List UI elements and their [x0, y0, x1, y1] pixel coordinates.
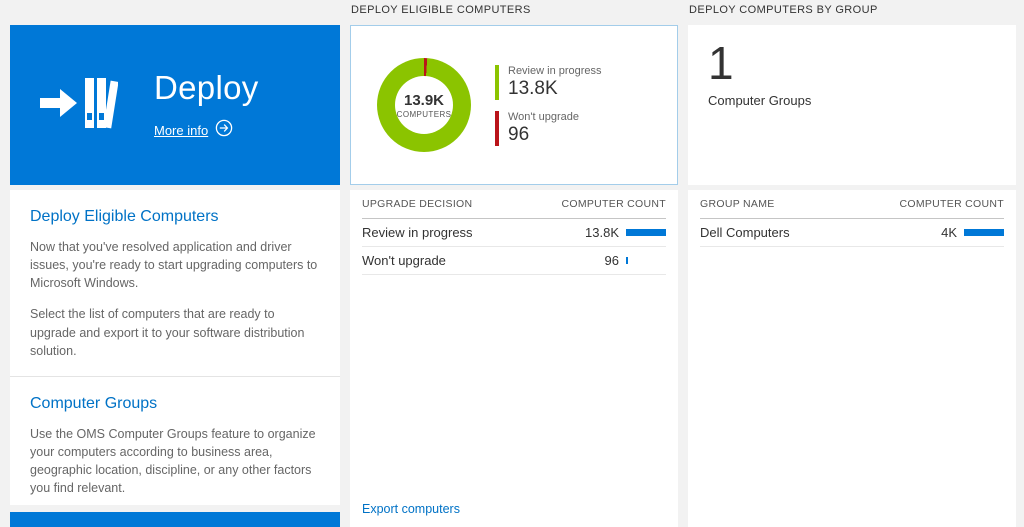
left-column: Deploy More info Deploy Eligible Compute… [10, 0, 340, 527]
row-value: 96 [604, 253, 619, 268]
table-header-row: UPGRADE DECISION COMPUTER COUNT [362, 190, 666, 219]
table-row[interactable]: Won't upgrade 96 [362, 247, 666, 275]
row-value: 4K [941, 225, 957, 240]
column-header-upgrade-decision: UPGRADE DECISION [362, 198, 473, 210]
donut-center-value: 13.9K [403, 91, 445, 109]
donut-center: 13.9K COMPUTERS [395, 76, 453, 134]
column-header-computer-count: COMPUTER COUNT [561, 198, 666, 210]
computer-groups-count: 1 [708, 37, 734, 89]
arrow-right-circle-icon [215, 119, 233, 142]
legend-label: Review in progress [508, 64, 602, 77]
export-computers-link[interactable]: Export computers [362, 502, 460, 516]
computer-groups-count-label: Computer Groups [708, 93, 812, 109]
more-info-link[interactable]: More info [154, 119, 233, 142]
deploy-tile-text: Deploy More info [154, 69, 259, 142]
deploy-eligible-computers-column: DEPLOY ELIGIBLE COMPUTERS 13.9K COMPUTER… [350, 0, 678, 527]
column-header-group-name: GROUP NAME [700, 198, 775, 210]
section-paragraph: Now that you've resolved application and… [30, 240, 318, 291]
table-row[interactable]: Review in progress 13.8K [362, 219, 666, 247]
column-header-deploy-eligible-computers: DEPLOY ELIGIBLE COMPUTERS [351, 4, 531, 16]
more-info-label: More info [154, 122, 209, 138]
row-bar-container [626, 257, 666, 264]
deploy-tile-title: Deploy [154, 68, 259, 106]
count-bar [964, 229, 1004, 236]
deploy-tile[interactable]: Deploy More info [10, 25, 340, 185]
section-divider [10, 375, 340, 377]
section-paragraph: Select the list of computers that are re… [30, 307, 305, 358]
legend-label: Won't upgrade [508, 110, 580, 123]
deploy-computers-by-group-column: DEPLOY COMPUTERS BY GROUP 1 Computer Gro… [688, 0, 1016, 527]
row-label: Review in progress [362, 225, 473, 240]
row-label: Won't upgrade [362, 253, 446, 268]
next-tile-partial [10, 512, 340, 527]
deploy-description-panel: Deploy Eligible Computers Now that you'v… [10, 190, 340, 505]
legend-item-review-in-progress: Review in progress 13.8K [495, 64, 602, 100]
computer-groups-count-card[interactable]: 1 Computer Groups [688, 25, 1016, 185]
column-header-computer-count: COMPUTER COUNT [899, 198, 1004, 210]
legend-value: 96 [508, 123, 530, 145]
group-name-table: GROUP NAME COMPUTER COUNT Dell Computers… [688, 190, 1016, 527]
legend-item-wont-upgrade: Won't upgrade 96 [495, 110, 602, 146]
row-label: Dell Computers [700, 225, 790, 240]
upgrade-decision-table: UPGRADE DECISION COMPUTER COUNT Review i… [350, 190, 678, 527]
legend-value: 13.8K [508, 77, 558, 99]
donut-chart: 13.9K COMPUTERS [377, 58, 471, 152]
donut-legend: Review in progress 13.8K Won't upgrade 9… [495, 64, 602, 146]
row-bar-container [626, 229, 666, 236]
table-header-row: GROUP NAME COMPUTER COUNT [700, 190, 1004, 219]
section-heading-deploy-eligible-computers: Deploy Eligible Computers [30, 208, 219, 225]
row-value: 13.8K [585, 225, 619, 240]
section-heading-computer-groups: Computer Groups [30, 394, 158, 412]
count-bar [626, 257, 628, 264]
section-paragraph: Use the OMS Computer Groups feature to o… [30, 426, 316, 496]
table-row[interactable]: Dell Computers 4K [700, 219, 1004, 247]
deploy-icon [38, 72, 119, 139]
eligible-computers-donut-card[interactable]: 13.9K COMPUTERS Review in progress 13.8K… [350, 25, 678, 185]
column-header-deploy-computers-by-group: DEPLOY COMPUTERS BY GROUP [689, 4, 878, 16]
count-bar [626, 229, 666, 236]
donut-center-label: COMPUTERS [396, 109, 452, 119]
row-bar-container [964, 229, 1004, 236]
